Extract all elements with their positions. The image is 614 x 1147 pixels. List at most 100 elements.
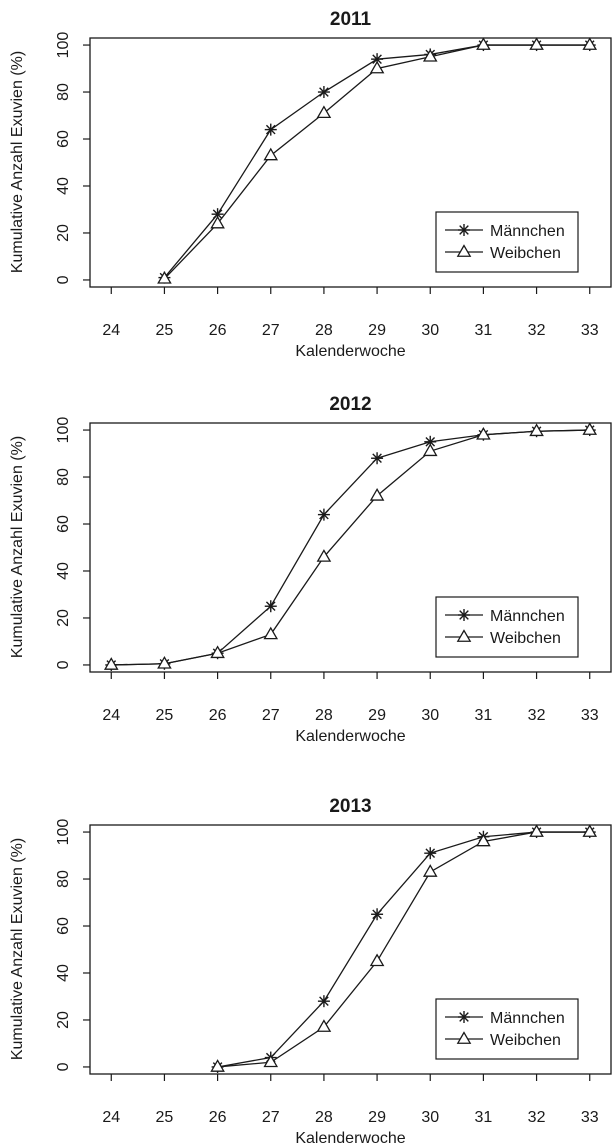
point-triangle <box>529 824 544 837</box>
point-triangle <box>529 37 544 50</box>
point-triangle <box>316 549 332 562</box>
legend-asterisk-icon <box>458 1011 470 1023</box>
legend: Männchen Weibchen <box>435 998 579 1060</box>
point-asterisk <box>371 53 384 66</box>
point-triangle <box>263 147 279 161</box>
point-asterisk <box>424 847 437 860</box>
chart-title: 2013 <box>329 796 371 817</box>
x-tick-label: 33 <box>581 322 599 339</box>
point-triangle <box>476 426 491 440</box>
legend: Männchen Weibchen <box>435 596 579 658</box>
point-asterisk <box>371 908 384 921</box>
legend-label: Weibchen <box>490 245 561 262</box>
chart-panel-2012: 2012 24 25 26 27 28 29 30 31 32 33 Kalenderwoche 0 20… <box>9 394 612 745</box>
y-tick-label: 40 <box>55 177 72 195</box>
x-tick-label: 25 <box>156 707 174 724</box>
x-tick-label: 31 <box>475 322 493 339</box>
y-tick-label: 0 <box>55 660 72 669</box>
x-axis-label: Kalenderwoche <box>295 728 405 745</box>
x-tick-label: 30 <box>421 1109 439 1126</box>
x-tick-label: 30 <box>421 707 439 724</box>
point-triangle <box>422 48 438 62</box>
legend-box <box>435 211 579 273</box>
x-tick-label: 28 <box>315 707 333 724</box>
plot-frame <box>89 37 612 288</box>
x-tick-label: 27 <box>262 322 280 339</box>
x-axis-label: Kalenderwoche <box>295 343 405 360</box>
point-triangle <box>369 488 385 501</box>
point-triangle <box>103 657 119 670</box>
y-tick-label: 100 <box>55 819 72 846</box>
x-tick-label: 26 <box>209 322 227 339</box>
point-triangle <box>422 443 438 457</box>
legend-box <box>435 596 579 658</box>
x-tick-label: 25 <box>156 322 174 339</box>
x-tick-label: 24 <box>102 707 120 724</box>
series-line-triangle <box>111 429 590 666</box>
x-tick-label: 27 <box>262 1109 280 1126</box>
legend-triangle-icon <box>456 1031 472 1044</box>
x-axis-label: Kalenderwoche <box>295 1130 405 1147</box>
x-tick-label: 32 <box>528 707 546 724</box>
y-axis-label: Kumulative Anzahl Exuvien (%) <box>9 51 26 273</box>
point-asterisk <box>317 995 330 1008</box>
legend-label: Weibchen <box>490 630 561 647</box>
x-tick-label: 26 <box>209 1109 227 1126</box>
legend-asterisk-icon <box>458 224 470 236</box>
x-tick-label: 32 <box>528 1109 546 1126</box>
x-tick-label: 26 <box>209 707 227 724</box>
y-tick-label: 20 <box>55 1011 72 1029</box>
chart-panel-2013: 2013 24 25 26 27 28 29 30 31 32 33 Kalenderwoche 0 20… <box>9 796 612 1147</box>
y-tick-label: 0 <box>55 275 72 284</box>
chart-panel-2011: 2011 24 25 26 27 28 29 30 31 32 33 Kalenderwoche 0 20… <box>9 9 612 360</box>
point-asterisk <box>317 508 330 521</box>
point-triangle <box>529 423 544 437</box>
y-tick-label: 40 <box>55 562 72 580</box>
y-tick-label: 80 <box>55 870 72 888</box>
y-tick-label: 80 <box>55 83 72 101</box>
y-tick-label: 60 <box>55 130 72 148</box>
x-tick-label: 33 <box>581 1109 599 1126</box>
series-line-asterisk <box>217 831 590 1068</box>
point-triangle <box>157 270 172 284</box>
y-axis-label: Kumulative Anzahl Exuvien (%) <box>9 838 26 1060</box>
point-triangle <box>422 864 438 877</box>
legend-triangle-icon <box>456 244 472 257</box>
plot-frame <box>89 422 612 673</box>
legend-label: Weibchen <box>490 1032 561 1049</box>
point-triangle <box>157 655 172 669</box>
y-tick-label: 20 <box>55 224 72 242</box>
legend-label: Männchen <box>490 223 565 240</box>
point-asterisk <box>264 123 277 136</box>
x-tick-label: 32 <box>528 322 546 339</box>
x-tick-label: 25 <box>156 1109 174 1126</box>
point-triangle <box>316 1019 332 1032</box>
series-line-triangle <box>217 831 590 1068</box>
legend-label: Männchen <box>490 1010 565 1027</box>
legend-triangle-icon <box>456 629 472 642</box>
point-asterisk <box>317 86 330 99</box>
chart-title: 2012 <box>329 394 371 415</box>
y-tick-label: 20 <box>55 609 72 627</box>
y-axis-label: Kumulative Anzahl Exuvien (%) <box>9 436 26 658</box>
point-triangle <box>582 422 598 435</box>
y-tick-label: 40 <box>55 964 72 982</box>
point-triangle <box>582 824 598 837</box>
x-tick-label: 27 <box>262 707 280 724</box>
y-tick-label: 100 <box>55 32 72 59</box>
point-triangle <box>476 37 491 50</box>
point-triangle <box>210 645 225 659</box>
point-triangle <box>582 37 598 50</box>
y-tick-label: 0 <box>55 1062 72 1071</box>
y-tick-label: 80 <box>55 468 72 486</box>
legend-asterisk-icon <box>458 609 470 621</box>
legend-label: Männchen <box>490 608 565 625</box>
y-tick-label: 60 <box>55 917 72 935</box>
point-asterisk <box>264 600 277 613</box>
x-tick-label: 29 <box>368 707 386 724</box>
x-tick-label: 28 <box>315 1109 333 1126</box>
x-tick-label: 29 <box>368 1109 386 1126</box>
y-tick-label: 60 <box>55 515 72 533</box>
point-asterisk <box>424 435 437 448</box>
x-tick-label: 33 <box>581 707 599 724</box>
